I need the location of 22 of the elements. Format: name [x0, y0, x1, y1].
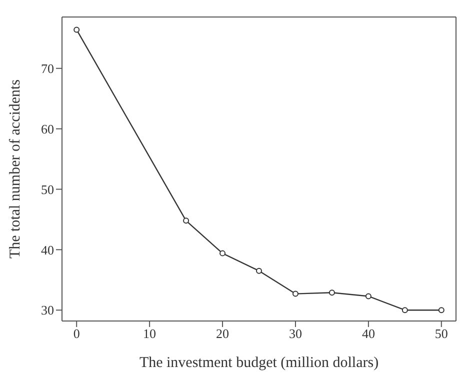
- y-tick-label: 30: [41, 302, 54, 318]
- point: [292, 290, 298, 297]
- point: [183, 218, 190, 224]
- x-tick-label: 0: [73, 326, 80, 342]
- x-axis-title: The investment budget (million dollars): [139, 355, 379, 371]
- x-tick-label: 20: [216, 326, 230, 342]
- point: [220, 250, 226, 256]
- y-tick-label: 50: [41, 182, 54, 197]
- point: [402, 307, 408, 314]
- point: [438, 307, 444, 314]
- y-tick-label: 40: [41, 242, 54, 258]
- point: [74, 26, 80, 33]
- y-axis-title: The total number of accidents: [7, 79, 24, 259]
- x-tick-label: 10: [143, 326, 156, 342]
- point: [256, 268, 262, 274]
- y-tick-label: 70: [41, 60, 54, 76]
- x-tick-label: 40: [362, 326, 375, 342]
- x-tick-label: 50: [434, 326, 448, 342]
- y-tick-label: 60: [41, 121, 54, 136]
- x-tick-label: 30: [288, 326, 302, 342]
- point: [365, 293, 372, 300]
- point: [328, 290, 335, 296]
